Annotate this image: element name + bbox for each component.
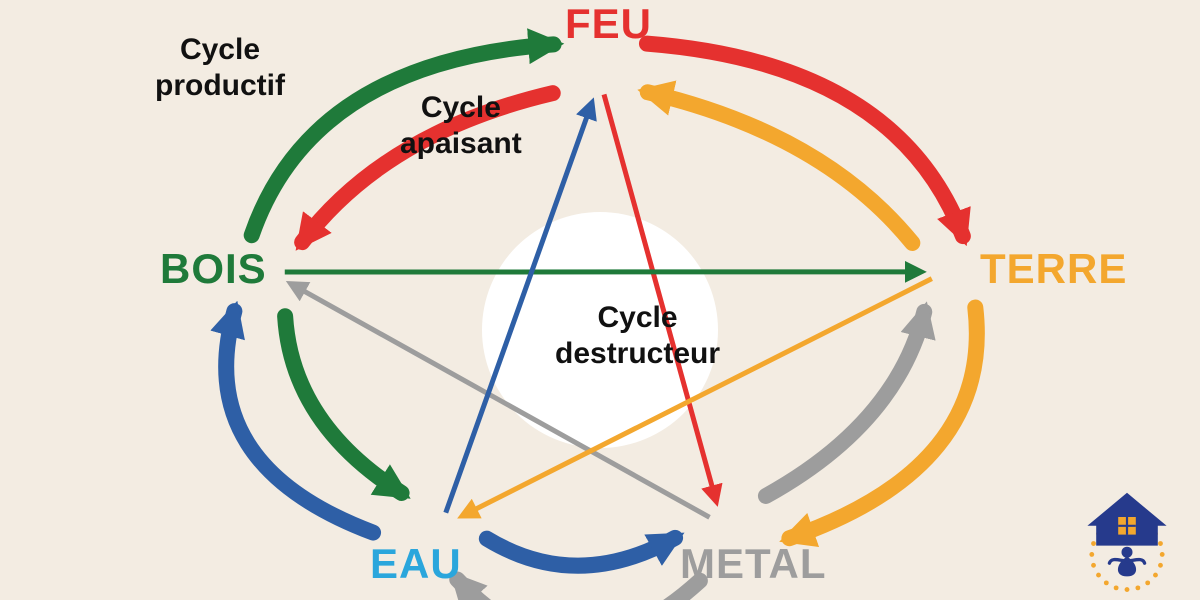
element-feu-text: FEU xyxy=(565,0,652,47)
element-metal: METAL xyxy=(680,540,827,588)
label-destructive: Cycle destructeur xyxy=(555,300,720,372)
element-bois: BOIS xyxy=(160,245,267,293)
label-productive: Cycle productif xyxy=(155,32,285,104)
label-calming-l1: Cycle xyxy=(421,91,501,124)
element-terre-text: TERRE xyxy=(980,245,1127,292)
element-feu: FEU xyxy=(565,0,652,48)
diagram-stage: FEU TERRE METAL EAU BOIS Cycle productif… xyxy=(0,0,1200,600)
element-terre: TERRE xyxy=(980,245,1127,293)
element-bois-text: BOIS xyxy=(160,245,267,292)
element-metal-text: METAL xyxy=(680,540,827,587)
brand-logo-svg xyxy=(1072,484,1182,594)
label-productive-l1: Cycle xyxy=(180,33,260,66)
element-eau-text: EAU xyxy=(370,540,462,587)
label-productive-l2: productif xyxy=(155,69,285,102)
label-calming: Cycle apaisant xyxy=(400,90,522,162)
label-calming-l2: apaisant xyxy=(400,127,522,160)
brand-logo xyxy=(1072,484,1182,594)
label-destructive-l1: Cycle xyxy=(597,301,677,334)
element-eau: EAU xyxy=(370,540,462,588)
label-destructive-l2: destructeur xyxy=(555,337,720,370)
